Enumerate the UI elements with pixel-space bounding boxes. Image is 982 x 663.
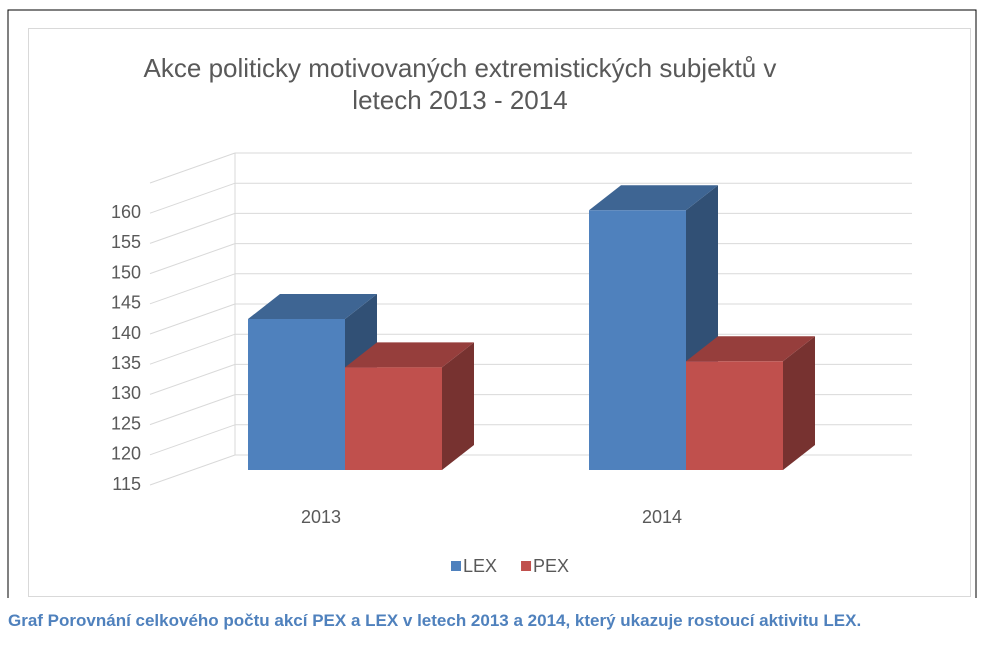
- bar-side: [783, 336, 815, 470]
- bar-top: [686, 336, 815, 362]
- y-tick-label: 120: [111, 444, 141, 464]
- caption: Graf Porovnání celkového počtu akcí PEX …: [8, 611, 862, 630]
- x-tick-label: 2014: [642, 507, 682, 527]
- y-tick-label: 160: [111, 202, 141, 222]
- legend-label: LEX: [463, 556, 497, 576]
- y-tick-label: 130: [111, 383, 141, 403]
- x-tick-label: 2013: [301, 507, 341, 527]
- bar: [589, 210, 686, 470]
- chart-title: letech 2013 - 2014: [352, 85, 567, 115]
- grid-line: [149, 243, 236, 275]
- legend-label: PEX: [533, 556, 569, 576]
- y-tick-label: 140: [111, 323, 141, 343]
- grid-line: [149, 394, 236, 426]
- bar-side: [442, 342, 474, 470]
- y-tick-label: 135: [111, 353, 141, 373]
- legend-swatch: [521, 561, 532, 571]
- grid-line: [149, 454, 236, 486]
- y-tick-label: 115: [112, 474, 141, 494]
- bar: [686, 361, 783, 470]
- grid-line: [149, 273, 236, 305]
- y-tick-label: 150: [111, 262, 141, 282]
- bar-top: [345, 342, 474, 368]
- chart-area: [28, 28, 971, 597]
- grid-line: [149, 182, 236, 214]
- grid-line: [149, 333, 236, 365]
- y-tick-label: 145: [111, 293, 141, 313]
- grid-line: [149, 212, 236, 244]
- y-tick-label: 155: [111, 232, 141, 252]
- bar-top: [248, 294, 377, 319]
- y-tick-label: 125: [111, 413, 141, 433]
- grid-line: [149, 424, 236, 456]
- frame: [7, 9, 977, 598]
- grid-line: [149, 363, 236, 395]
- bar: [345, 367, 442, 470]
- bar: [248, 319, 345, 470]
- legend-swatch: [451, 561, 461, 571]
- bar-top: [589, 185, 718, 211]
- grid-line: [149, 303, 236, 335]
- grid-line: [149, 152, 236, 184]
- chart-title: Akce politicky motivovaných extremistick…: [144, 53, 777, 83]
